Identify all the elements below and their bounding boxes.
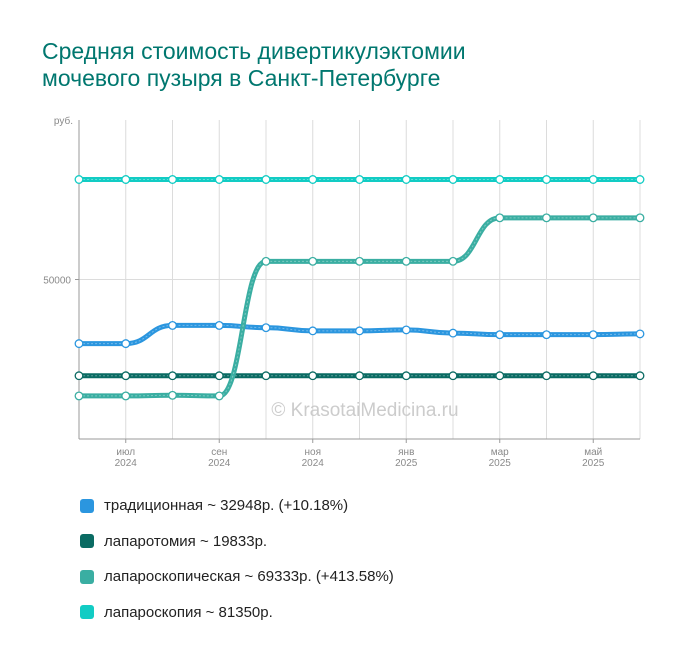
data-point xyxy=(542,213,551,223)
series-line-texture xyxy=(79,217,640,397)
data-point xyxy=(308,256,318,266)
data-point xyxy=(168,371,177,381)
legend-swatch xyxy=(80,534,94,549)
y-axis-unit-label: руб. xyxy=(54,115,73,127)
data-point xyxy=(401,371,411,381)
x-tick-label-month: янв xyxy=(398,447,414,458)
data-point xyxy=(355,326,364,336)
data-point xyxy=(588,330,598,340)
legend-item-traditional[interactable]: традиционная ~ 32948р. (+10.18%) xyxy=(80,488,394,524)
data-point xyxy=(168,390,177,400)
data-point xyxy=(588,371,598,381)
data-point xyxy=(588,175,598,184)
data-point xyxy=(495,330,505,340)
data-point xyxy=(74,371,84,381)
x-tick-label-year: 2025 xyxy=(395,458,418,469)
legend-item-laparoscopic[interactable]: лапароскопическая ~ 69333р. (+413.58%) xyxy=(80,559,394,595)
data-point xyxy=(308,175,318,184)
legend-label: лапароскопия ~ 81350р. xyxy=(104,603,273,621)
series-1 xyxy=(74,320,645,349)
data-point xyxy=(542,330,551,340)
data-point xyxy=(635,329,645,339)
data-point xyxy=(355,371,364,381)
data-point xyxy=(308,326,318,336)
y-tick-label: 50000 xyxy=(43,276,71,287)
chart-title-line-2: мочевого пузыря в Санкт-Петербурге xyxy=(42,65,441,91)
legend-swatch xyxy=(80,605,94,620)
data-point xyxy=(74,175,84,184)
data-point xyxy=(401,175,411,184)
data-point xyxy=(542,175,551,184)
data-point xyxy=(308,371,318,381)
data-point xyxy=(121,339,131,349)
data-point xyxy=(214,371,224,381)
chart-title-line-1: Средняя стоимость дивертикулэктомии xyxy=(42,38,466,64)
x-tick-label-month: сен xyxy=(211,447,227,458)
x-tick-label-month: июл xyxy=(116,447,135,458)
data-point xyxy=(588,213,598,223)
data-point xyxy=(448,256,458,266)
data-point xyxy=(261,256,271,266)
data-point xyxy=(214,175,224,184)
data-point xyxy=(121,391,131,401)
data-point xyxy=(355,256,364,266)
x-tick-label-year: 2024 xyxy=(115,458,138,469)
x-tick-label-year: 2025 xyxy=(489,458,512,469)
data-point xyxy=(168,320,177,330)
data-point xyxy=(214,320,224,330)
data-point xyxy=(261,323,271,333)
chart-legend: традиционная ~ 32948р. (+10.18%) лапарот… xyxy=(80,488,394,630)
data-point xyxy=(448,371,458,381)
data-point xyxy=(401,256,411,266)
legend-label: традиционная ~ 32948р. (+10.18%) xyxy=(104,497,349,515)
x-tick-label-month: ноя xyxy=(305,447,322,458)
legend-label: лапаротомия ~ 19833р. xyxy=(104,532,268,550)
data-point xyxy=(635,213,645,223)
data-point xyxy=(448,328,458,338)
line-chart: руб.50000июл2024сен2024ноя2024янв2025мар… xyxy=(43,115,645,469)
series-3 xyxy=(74,213,645,401)
data-point xyxy=(121,371,131,381)
data-point xyxy=(261,371,271,381)
data-point xyxy=(121,175,131,184)
x-tick-label-year: 2024 xyxy=(302,458,325,469)
legend-label: лапароскопическая ~ 69333р. (+413.58%) xyxy=(104,568,394,586)
x-tick-label-month: мар xyxy=(491,447,509,458)
chart-title: Средняя стоимость дивертикулэктомии моче… xyxy=(42,38,642,92)
legend-swatch xyxy=(80,569,94,584)
data-point xyxy=(168,175,177,184)
data-point xyxy=(261,175,271,184)
data-point xyxy=(448,175,458,184)
data-point xyxy=(495,371,505,381)
data-point xyxy=(635,175,645,184)
x-tick-label-month: май xyxy=(584,447,602,458)
series-2 xyxy=(74,371,645,381)
data-point xyxy=(401,325,411,335)
data-point xyxy=(74,339,84,349)
data-point xyxy=(495,213,505,223)
data-point xyxy=(214,391,224,401)
legend-item-laparotomy[interactable]: лапаротомия ~ 19833р. xyxy=(80,524,394,560)
data-point xyxy=(74,391,84,401)
x-tick-label-year: 2024 xyxy=(208,458,231,469)
data-point xyxy=(635,371,645,381)
legend-item-laparoscopy[interactable]: лапароскопия ~ 81350р. xyxy=(80,595,394,631)
data-point xyxy=(495,175,505,184)
legend-swatch xyxy=(80,498,94,513)
data-point xyxy=(542,371,551,381)
watermark: © KrasotaiMedicina.ru xyxy=(271,400,458,421)
series-4 xyxy=(74,175,645,184)
x-tick-label-year: 2025 xyxy=(582,458,605,469)
data-point xyxy=(355,175,364,184)
